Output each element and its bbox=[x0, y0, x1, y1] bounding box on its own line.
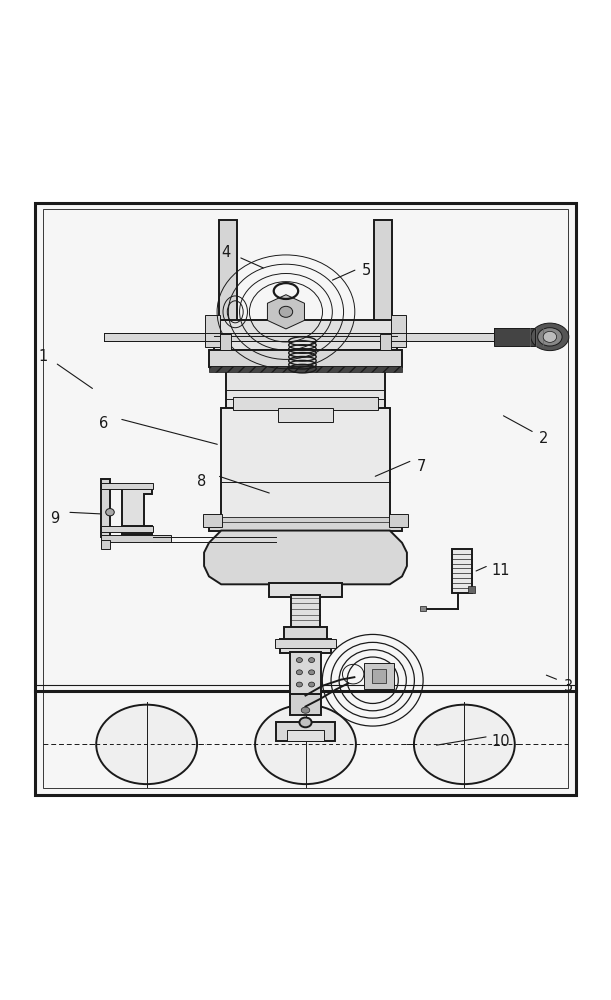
Ellipse shape bbox=[309, 658, 315, 663]
Bar bbox=[494, 328, 535, 346]
Text: 7: 7 bbox=[417, 459, 426, 474]
Ellipse shape bbox=[543, 331, 557, 342]
Bar bbox=[269, 583, 342, 597]
Ellipse shape bbox=[255, 705, 356, 784]
Bar bbox=[101, 540, 110, 549]
Ellipse shape bbox=[296, 670, 302, 675]
Bar bbox=[391, 315, 406, 347]
Ellipse shape bbox=[309, 670, 315, 675]
Text: 8: 8 bbox=[197, 474, 207, 489]
Bar bbox=[280, 639, 331, 653]
Bar bbox=[43, 209, 568, 788]
Bar bbox=[35, 203, 576, 795]
Bar bbox=[276, 722, 335, 741]
Bar bbox=[278, 408, 333, 422]
Text: 10: 10 bbox=[492, 734, 510, 749]
Polygon shape bbox=[268, 295, 304, 329]
Text: 6: 6 bbox=[99, 416, 109, 431]
Polygon shape bbox=[372, 669, 386, 683]
Ellipse shape bbox=[296, 658, 302, 663]
Bar bbox=[389, 514, 408, 527]
Text: 4: 4 bbox=[221, 245, 231, 260]
Bar bbox=[203, 514, 222, 527]
Bar bbox=[275, 639, 336, 648]
Bar bbox=[226, 370, 385, 410]
Bar bbox=[209, 517, 402, 522]
Ellipse shape bbox=[279, 306, 293, 317]
Bar bbox=[221, 408, 390, 520]
Bar bbox=[122, 526, 152, 534]
Bar bbox=[420, 606, 426, 611]
Polygon shape bbox=[204, 531, 407, 584]
Text: 2: 2 bbox=[539, 431, 549, 446]
Bar bbox=[290, 652, 321, 696]
Ellipse shape bbox=[299, 718, 312, 727]
Bar bbox=[374, 220, 392, 324]
Bar bbox=[104, 333, 507, 341]
Bar bbox=[209, 518, 402, 531]
Bar bbox=[452, 549, 472, 593]
Bar bbox=[468, 586, 475, 593]
Ellipse shape bbox=[538, 328, 562, 346]
Bar bbox=[291, 595, 320, 628]
Ellipse shape bbox=[301, 707, 310, 713]
Text: 9: 9 bbox=[50, 511, 60, 526]
Ellipse shape bbox=[309, 682, 315, 687]
Bar bbox=[380, 334, 391, 350]
Text: 11: 11 bbox=[492, 563, 510, 578]
Bar bbox=[101, 535, 171, 542]
Ellipse shape bbox=[296, 682, 302, 687]
Ellipse shape bbox=[106, 509, 114, 516]
Text: 5: 5 bbox=[362, 263, 371, 278]
Bar bbox=[205, 315, 220, 347]
Text: 3: 3 bbox=[564, 679, 573, 694]
Bar bbox=[219, 220, 237, 324]
Bar bbox=[364, 663, 394, 689]
Text: 1: 1 bbox=[38, 349, 48, 364]
Ellipse shape bbox=[414, 705, 515, 784]
Polygon shape bbox=[122, 488, 152, 534]
Bar bbox=[233, 397, 378, 410]
Bar bbox=[101, 483, 153, 489]
Bar bbox=[287, 730, 324, 741]
Bar bbox=[214, 320, 397, 350]
Bar bbox=[220, 334, 231, 350]
Bar bbox=[101, 479, 110, 537]
Bar bbox=[101, 526, 153, 532]
Bar bbox=[209, 350, 402, 367]
Bar bbox=[209, 366, 402, 372]
Bar bbox=[284, 627, 327, 641]
Ellipse shape bbox=[531, 323, 569, 351]
Ellipse shape bbox=[96, 705, 197, 784]
Bar bbox=[290, 694, 321, 715]
